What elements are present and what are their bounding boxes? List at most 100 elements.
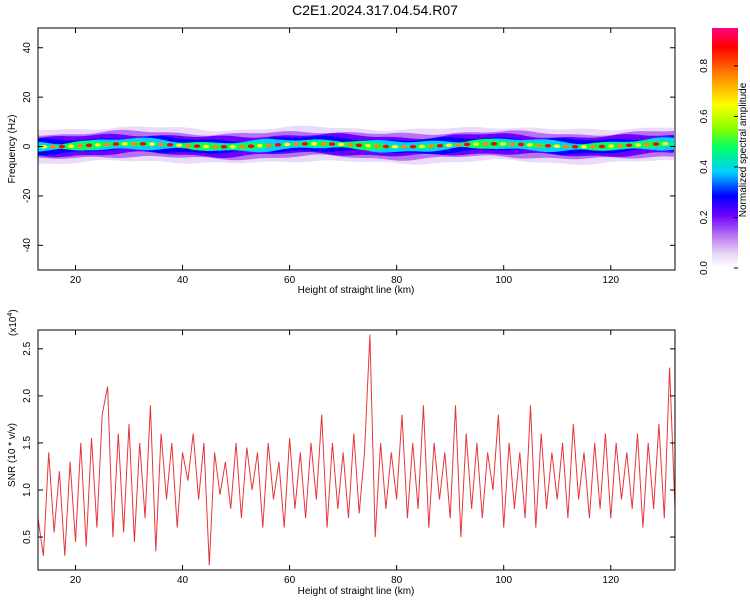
ridge-hotspot: [409, 144, 417, 149]
snr-y-multiplier-base: (x10: [8, 316, 19, 336]
ridge-hotspot: [454, 143, 462, 147]
colorbar-tick-label: 0.2: [699, 210, 710, 224]
snr-y-multiplier-exponent: 4: [7, 313, 14, 317]
ridge-hotspot: [463, 142, 471, 147]
colorbar-gradient: [712, 28, 738, 268]
spectrogram-ridge: [38, 125, 674, 165]
colorbar-tick-label: 0.8: [699, 59, 710, 73]
snr-series: [38, 334, 675, 566]
spectrogram-y-label: Frequency (Hz): [7, 115, 18, 184]
ridge-hotspot: [643, 142, 651, 147]
ridge-hotspot: [535, 143, 543, 148]
ridge-hotspot: [382, 144, 390, 149]
ridge-hotspot: [355, 143, 363, 148]
x-tick-label: 100: [495, 575, 512, 586]
x-tick-label: 40: [177, 575, 189, 586]
ridge-hotspot: [148, 142, 156, 146]
snr-y-multiplier: (x104): [7, 309, 19, 336]
y-tick-label: 2.0: [22, 388, 33, 402]
ridge-hotspot: [373, 144, 381, 148]
x-tick-label: 100: [495, 275, 512, 286]
spectrogram-frame: [37, 27, 676, 271]
ridge-hotspot: [283, 142, 291, 147]
x-tick-label: 80: [391, 575, 403, 586]
ridge-hotspot: [589, 144, 597, 149]
colorbar-tick-label: 0.4: [699, 160, 710, 174]
ridge-hotspot: [607, 144, 615, 148]
x-tick-label: 120: [602, 575, 619, 586]
ridge-hotspot: [517, 142, 525, 147]
ridge-hotspot: [166, 143, 174, 147]
x-tick-label: 20: [70, 575, 82, 586]
ridge-hotspot: [499, 142, 507, 146]
ridge-hotspot: [508, 142, 516, 146]
ridge-hotspot: [634, 142, 642, 147]
ridge-hotspot: [562, 144, 570, 149]
spectrogram-x-label: Height of straight line (km): [298, 285, 415, 296]
ridge-hotspot: [661, 142, 669, 146]
x-tick-label: 60: [284, 575, 296, 586]
ridge-hotspot: [490, 141, 498, 146]
ridge-hotspot: [436, 143, 444, 148]
x-tick-label: 40: [177, 275, 189, 286]
spectrogram-y-axis: 40 20 0 -20 -40: [22, 42, 675, 253]
ridge-hotspot: [202, 144, 210, 149]
ridge-hotspot: [265, 143, 273, 148]
spectrogram-panel: 20 40 60 80 100 120 40 20 0 -20 -40 Height of str…: [7, 27, 676, 296]
ridge-hotspot: [130, 141, 138, 146]
y-tick-label: 20: [22, 91, 33, 103]
y-tick-label: -40: [22, 238, 33, 253]
ridge-hotspot: [328, 142, 336, 146]
ridge-hotspot: [103, 142, 111, 147]
ridge-hotspot: [625, 143, 633, 148]
snr-x-axis: 20 40 60 80 100 120: [70, 330, 620, 586]
svg-text:(x104): (x104): [7, 309, 19, 336]
ridge-hotspot: [310, 141, 318, 146]
ridge-hotspot: [112, 142, 120, 146]
ridge-hotspot: [175, 143, 183, 148]
ridge-hotspot: [427, 144, 435, 148]
snr-x-label: Height of straight line (km): [298, 586, 415, 597]
y-tick-label: 0: [22, 143, 33, 149]
x-tick-label: 20: [70, 275, 82, 286]
ridge-hotspot: [229, 144, 237, 149]
ridge-hotspot: [445, 143, 453, 148]
ridge-hotspot: [85, 143, 93, 148]
ridge-hotspot: [472, 142, 480, 146]
ridge-hotspot: [40, 144, 48, 149]
spectrogram-x-axis: 20 40 60 80 100 120: [70, 28, 620, 286]
ridge-hotspot: [544, 143, 552, 148]
x-tick-label: 120: [602, 275, 619, 286]
snr-y-axis: 0.5 1.0 1.5 2.0 2.5: [22, 341, 675, 544]
ridge-hotspot: [418, 144, 426, 149]
x-tick-label: 60: [284, 275, 296, 286]
y-tick-label: 40: [22, 42, 33, 54]
snr-frame: [37, 329, 676, 571]
ridge-hotspot: [292, 142, 300, 146]
y-tick-label: -20: [22, 188, 33, 203]
ridge-hotspot: [571, 144, 579, 149]
ridge-hotspot: [121, 142, 129, 146]
x-tick-label: 80: [391, 275, 403, 286]
ridge-hotspot: [616, 143, 624, 148]
colorbar: 0.0 0.2 0.4 0.6 0.8 Normalized spectral ampl…: [699, 28, 749, 275]
ridge-hotspot: [184, 143, 192, 148]
ridge-hotspot: [238, 144, 246, 149]
y-tick-label: 0.5: [22, 530, 33, 544]
y-tick-label: 1.0: [22, 483, 33, 497]
snr-panel: 20 40 60 80 100 120 0.5 1.0 1.5 2.0 2.5 Height of…: [7, 309, 676, 597]
snr-plot-area: [38, 330, 675, 570]
ridge-hotspot: [220, 144, 228, 149]
colorbar-axis: 0.0 0.2 0.4 0.6 0.8: [699, 59, 738, 275]
ridge-hotspot: [94, 143, 102, 147]
ridge-hotspot: [580, 144, 588, 149]
ridge-hotspot: [49, 144, 57, 149]
ridge-hotspot: [139, 142, 147, 146]
ridge-hotspot: [301, 142, 309, 146]
snr-line: [38, 334, 675, 566]
ridge-hotspot: [211, 144, 219, 149]
ridge-hotspot: [346, 143, 354, 147]
ridge-hotspot: [598, 144, 606, 149]
ridge-hotspot: [391, 144, 399, 149]
